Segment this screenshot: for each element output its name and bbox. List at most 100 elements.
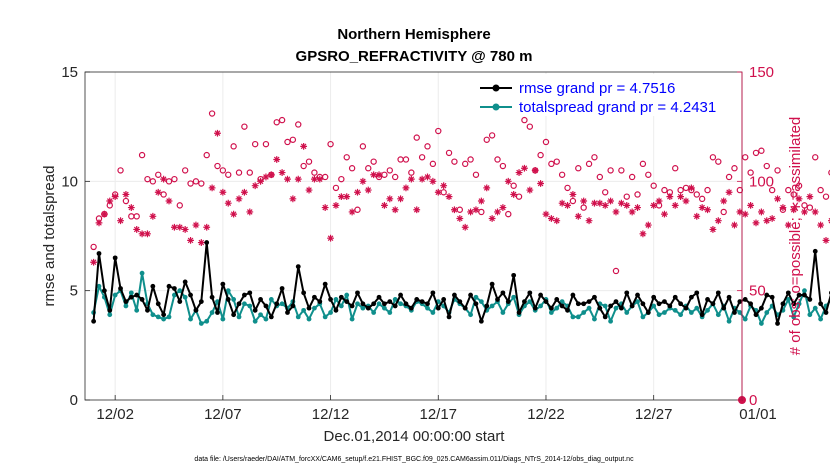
totalspread-point <box>559 299 565 304</box>
obs-possible-point <box>219 167 227 174</box>
rmse-point <box>522 299 527 304</box>
rmse-point <box>543 299 549 304</box>
obs-assimilated-point <box>591 199 598 207</box>
totalspread-point <box>188 316 193 322</box>
obs-possible-point <box>731 165 738 172</box>
rmse-point <box>457 299 463 304</box>
obs-assimilated-point <box>122 191 130 198</box>
obs-possible-point <box>370 158 377 165</box>
obs-assimilated-point <box>558 199 566 207</box>
totalspread-point <box>155 314 161 320</box>
totalspread-point <box>225 288 231 294</box>
obs-possible-point <box>429 160 437 168</box>
rmse-point <box>430 290 436 296</box>
obs-assimilated-point <box>494 208 501 216</box>
x-tick-label: 12/22 <box>527 406 565 423</box>
rmse-point <box>548 305 554 311</box>
rmse-point <box>597 305 603 311</box>
obs-assimilated-point <box>413 206 421 214</box>
obs-assimilated-point <box>176 223 184 231</box>
rmse-point <box>651 294 657 300</box>
rmse-point <box>107 307 113 313</box>
obs-assimilated-point <box>321 204 329 211</box>
totalspread-point <box>791 314 797 320</box>
rmse-point <box>322 281 328 287</box>
rmse-point <box>338 294 344 300</box>
obs-assimilated-point <box>682 197 690 205</box>
totalspread-point <box>360 305 366 311</box>
y-left-tick-label: 5 <box>70 283 78 300</box>
rmse-point <box>785 290 791 296</box>
totalspread-point <box>301 307 307 313</box>
rmse-point <box>608 303 613 309</box>
obs-possible-point <box>192 178 200 185</box>
obs-possible-point <box>208 110 216 117</box>
obs-assimilated-point <box>311 175 318 183</box>
obs-possible-point <box>693 191 700 198</box>
obs-assimilated-point <box>763 217 771 225</box>
rmse-point <box>624 290 630 296</box>
obs-assimilated-point <box>273 156 281 163</box>
obs-assimilated-point <box>278 169 286 176</box>
rmse-point <box>171 286 177 291</box>
obs-assimilated-point <box>774 195 781 203</box>
obs-assimilated-point <box>144 230 151 238</box>
obs-assimilated-point <box>343 193 351 201</box>
obs-assimilated-point <box>284 175 291 183</box>
rmse-point <box>672 294 678 300</box>
obs-possible-point <box>445 149 453 157</box>
obs-possible-point <box>596 173 604 181</box>
totalspread-point <box>548 310 554 315</box>
obs-assimilated-point <box>294 175 302 183</box>
obs-possible-point <box>138 151 146 159</box>
totalspread-point <box>177 288 183 294</box>
totalspread-point <box>737 310 743 315</box>
obs-assimilated-point <box>467 208 474 216</box>
obs-assimilated-point <box>521 164 528 172</box>
rmse-point <box>123 299 129 304</box>
obs-assimilated-point <box>768 215 776 222</box>
rmse-point <box>570 292 576 298</box>
rmse-point <box>802 292 807 298</box>
totalspread-point <box>602 303 608 309</box>
obs-assimilated-point <box>731 221 738 229</box>
rmse-point <box>91 318 97 324</box>
obs-assimilated-point <box>817 221 825 229</box>
obs-possible-point <box>171 175 178 183</box>
totalspread-point <box>478 299 484 304</box>
rmse-point <box>818 301 824 307</box>
rmse-point <box>441 297 447 302</box>
obs-possible-point <box>144 175 151 183</box>
obs-possible-point <box>537 151 544 159</box>
obs-assimilated-point <box>655 197 663 205</box>
obs-assimilated-point <box>472 206 480 214</box>
obs-assimilated-point <box>537 180 544 187</box>
rmse-point <box>112 255 118 261</box>
totalspread-point <box>430 310 436 315</box>
totalspread-point <box>575 314 581 320</box>
legend: rmse grand pr = 4.7516 totalspread grand… <box>474 74 739 116</box>
obs-count-layer <box>90 110 830 404</box>
obs-possible-point <box>278 116 286 124</box>
rmse-point <box>489 281 495 287</box>
totalspread-point <box>387 310 393 315</box>
obs-possible-point <box>569 197 577 205</box>
obs-assimilated-point <box>440 182 448 190</box>
y-left-tick-label: 0 <box>70 392 78 409</box>
obs-assimilated-point <box>580 197 588 205</box>
obs-possible-point <box>359 143 367 150</box>
x-tick-label: 12/17 <box>419 406 457 423</box>
obs-possible-point <box>682 184 690 192</box>
rmse-point <box>527 290 533 296</box>
obs-assimilated-point <box>197 239 205 246</box>
totalspread-point <box>204 318 210 324</box>
rmse-point <box>150 283 156 289</box>
obs-assimilated-point <box>434 188 442 196</box>
obs-possible-point <box>515 193 523 200</box>
rmse-point <box>468 292 473 298</box>
obs-assimilated-point <box>784 221 792 229</box>
obs-possible-point <box>230 143 237 150</box>
obs-possible-point <box>251 140 259 148</box>
rmse-point <box>715 290 721 296</box>
